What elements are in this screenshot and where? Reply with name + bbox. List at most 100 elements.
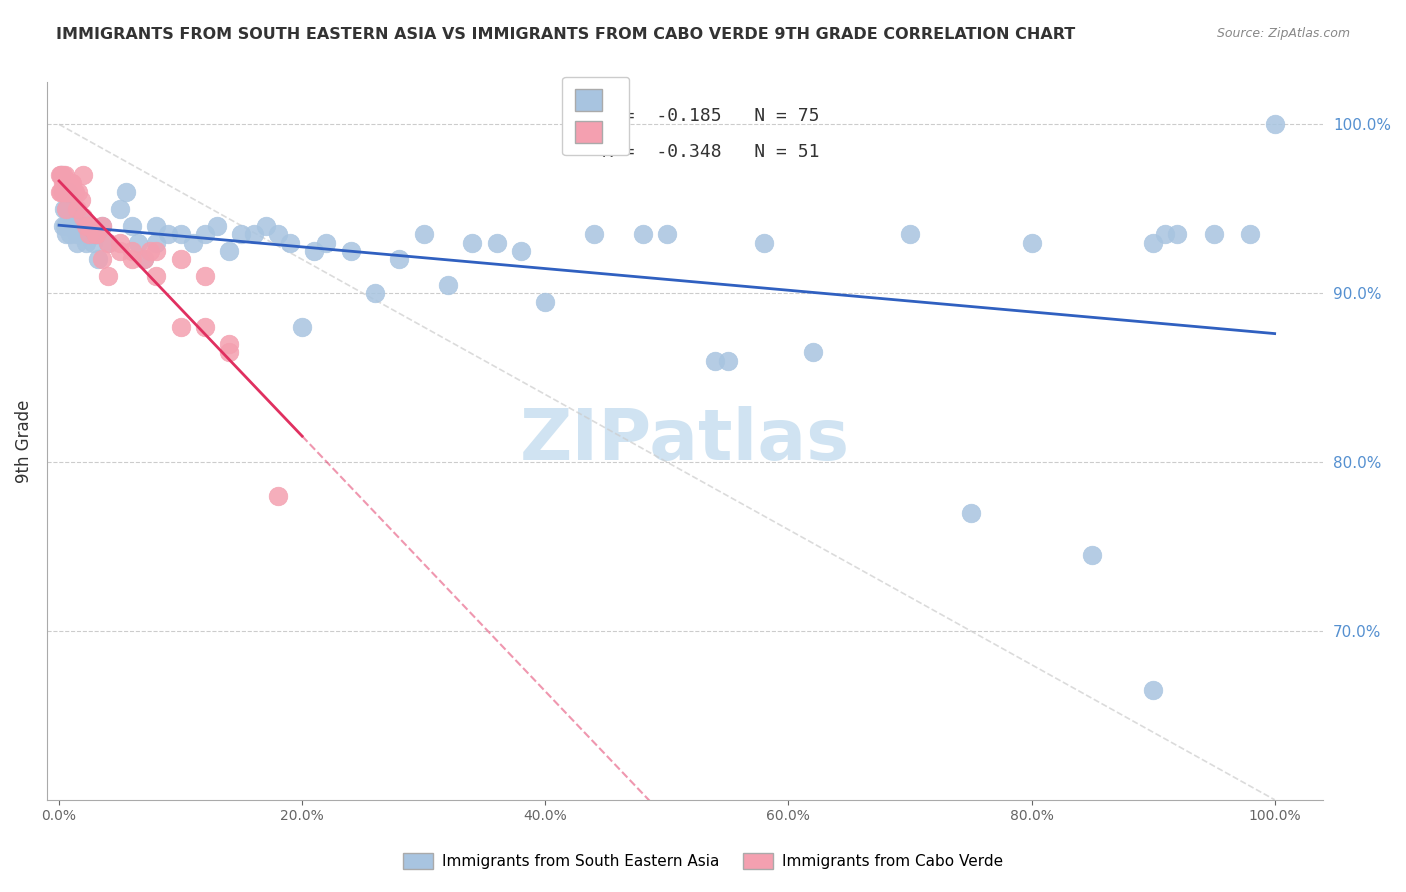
Point [510,244,533,258]
Point [1154,227,1177,241]
Point [90,252,112,267]
Point [79,227,101,241]
Legend: Immigrants from South Eastern Asia, Immigrants from Cabo Verde: Immigrants from South Eastern Asia, Immi… [396,847,1010,875]
Y-axis label: 9th Grade: 9th Grade [15,400,32,483]
Point [56,185,79,199]
Point [75,235,97,250]
Point [52,177,75,191]
Point [121,244,143,258]
Point [58,177,80,191]
Point [1021,235,1043,250]
Point [169,252,191,267]
Point [59,227,82,241]
Point [134,252,156,267]
Point [84,227,107,241]
Point [157,227,180,241]
Point [194,320,217,334]
Point [72,219,94,233]
Point [1142,235,1164,250]
Point [461,235,484,250]
Point [194,269,217,284]
Point [412,227,434,241]
Point [1081,548,1104,562]
Point [67,185,90,199]
Point [898,227,921,241]
Point [53,185,76,199]
Point [59,219,82,233]
Text: R =  -0.348   N = 51: R = -0.348 N = 51 [602,143,820,161]
Point [145,235,167,250]
Point [72,219,94,233]
Point [52,168,75,182]
Point [58,177,80,191]
Point [108,235,131,250]
Point [108,202,131,216]
Point [254,219,277,233]
Point [304,244,326,258]
Point [1202,227,1225,241]
Point [60,177,83,191]
Point [55,202,77,216]
Point [315,235,337,250]
Point [66,235,89,250]
Point [56,185,79,199]
Legend: , : , [562,77,628,155]
Point [121,219,143,233]
Point [90,219,112,233]
Point [582,227,605,241]
Point [534,294,557,309]
Point [631,227,654,241]
Point [84,227,107,241]
Text: R =  -0.185   N = 75: R = -0.185 N = 75 [602,107,820,125]
Point [231,227,253,241]
Point [82,235,104,250]
Point [291,320,314,334]
Point [218,244,240,258]
Point [51,168,73,182]
Point [59,185,82,199]
Point [97,235,120,250]
Point [145,244,167,258]
Point [194,227,217,241]
Point [70,211,93,225]
Point [75,219,97,233]
Point [52,185,75,199]
Text: IMMIGRANTS FROM SOUTH EASTERN ASIA VS IMMIGRANTS FROM CABO VERDE 9TH GRADE CORRE: IMMIGRANTS FROM SOUTH EASTERN ASIA VS IM… [56,27,1076,42]
Point [52,185,75,199]
Point [139,244,162,258]
Point [1239,227,1261,241]
Point [1142,683,1164,698]
Point [62,177,84,191]
Point [59,185,82,199]
Point [60,202,83,216]
Point [62,219,84,233]
Point [717,353,740,368]
Point [121,252,143,267]
Point [169,227,191,241]
Point [84,227,107,241]
Point [959,506,981,520]
Point [115,185,138,199]
Point [242,227,264,241]
Point [53,219,76,233]
Point [218,336,240,351]
Point [437,277,460,292]
Point [52,177,75,191]
Point [108,244,131,258]
Text: ZIPatlas: ZIPatlas [520,407,851,475]
Point [55,185,77,199]
Point [49,168,72,182]
Point [70,194,93,208]
Point [278,235,301,250]
Point [79,227,101,241]
Point [181,235,204,250]
Point [58,202,80,216]
Point [55,227,77,241]
Point [90,219,112,233]
Point [51,168,73,182]
Point [79,227,101,241]
Point [339,244,361,258]
Point [1264,117,1286,131]
Point [134,252,156,267]
Point [127,235,149,250]
